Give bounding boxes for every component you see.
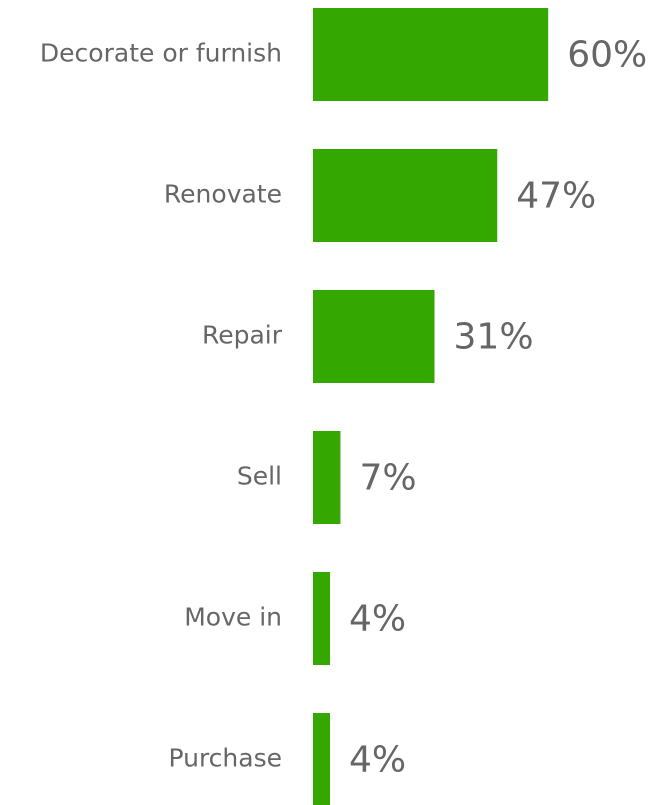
category-label: Renovate [164,180,282,209]
bar [313,290,435,383]
bar [313,149,498,242]
value-label: 60% [567,35,647,76]
category-label: Decorate or furnish [40,39,282,68]
bar [313,713,330,805]
value-label: 4% [349,740,406,781]
bar [313,431,341,524]
bar [313,572,330,665]
value-label: 7% [359,458,416,499]
category-label: Sell [237,462,282,491]
value-label: 4% [349,599,406,640]
category-label: Purchase [168,744,282,773]
value-label: 31% [454,317,534,358]
bar [313,8,549,101]
category-label: Move in [184,603,282,632]
category-label: Repair [202,321,283,350]
value-label: 47% [516,176,596,217]
